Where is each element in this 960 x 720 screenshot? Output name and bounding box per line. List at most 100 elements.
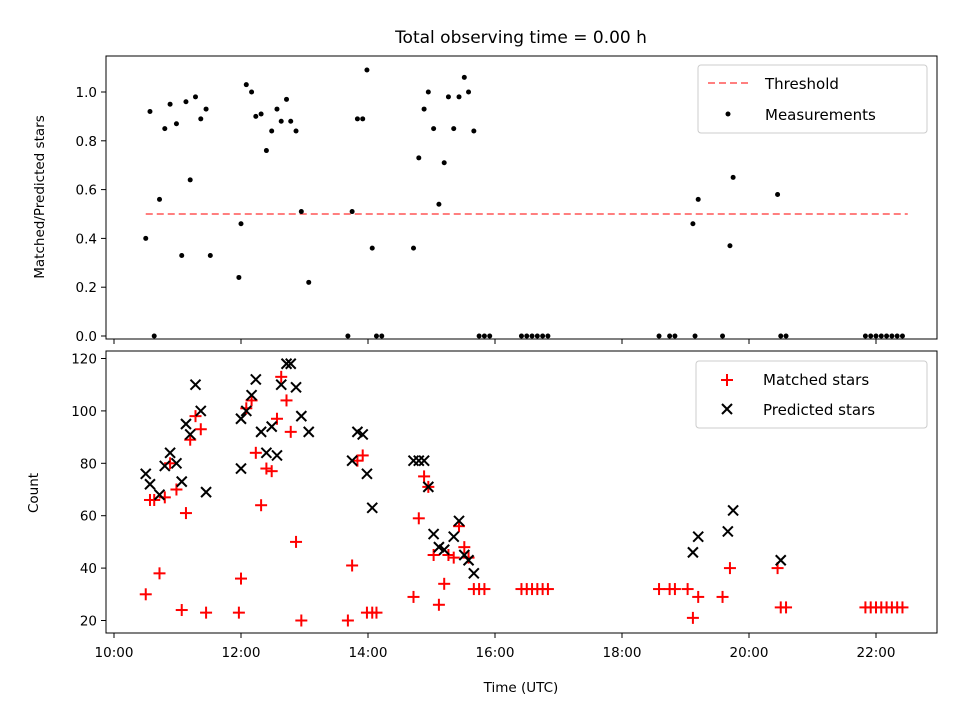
measurement-point <box>476 333 482 339</box>
measurement-point <box>147 109 153 115</box>
predicted-point-b <box>427 528 440 540</box>
measurement-point <box>162 126 168 132</box>
predicted-point <box>687 546 699 559</box>
measurement-point <box>157 196 163 202</box>
predicted-point-b <box>250 373 262 386</box>
measurement-point <box>778 333 784 339</box>
bottom-y-tick-label: 60 <box>80 509 97 525</box>
measurement-point <box>524 333 530 339</box>
matched-point <box>179 507 192 520</box>
predicted-point <box>727 504 739 517</box>
measurement-point <box>173 121 179 127</box>
legend-matched-label: Matched stars <box>763 371 869 389</box>
measurement-point <box>868 333 874 339</box>
predicted-point <box>200 486 212 498</box>
predicted-point <box>418 454 430 467</box>
predicted-point <box>189 378 202 391</box>
measurement-point <box>183 99 189 105</box>
predicted-point-b <box>418 454 430 467</box>
predicted-point <box>144 478 156 490</box>
predicted-point-b <box>271 449 283 462</box>
top-plot-frame <box>105 55 938 340</box>
bottom-panel: Count Time (UTC) 20 40 60 80 100 120 10:00 12:0… <box>26 350 938 696</box>
measurement-point <box>692 333 698 339</box>
matched-point <box>780 601 793 614</box>
matched-point <box>170 483 183 496</box>
measurement-point <box>884 333 890 339</box>
measurement-point <box>263 148 269 154</box>
matched-point <box>235 572 247 585</box>
top-ticks: 0.0 0.2 0.4 0.6 0.8 1.0 <box>76 85 877 345</box>
matched-point <box>275 370 288 383</box>
matched-point <box>370 606 383 619</box>
predicted-point-b <box>346 454 358 467</box>
matched-point <box>723 562 736 575</box>
legend-measurements-swatch <box>725 111 731 117</box>
predicted-point <box>240 405 252 417</box>
matched-point <box>447 551 460 564</box>
matched-point <box>653 583 666 596</box>
measurement-point <box>274 106 280 112</box>
predicted-point <box>722 525 734 538</box>
predicted-point <box>692 530 704 543</box>
measurement-point <box>293 128 299 134</box>
measurement-point <box>238 221 244 227</box>
predicted-point-b <box>265 420 278 433</box>
measurement-point <box>236 274 242 280</box>
measurement-point <box>278 118 284 124</box>
predicted-point <box>164 447 176 459</box>
measurement-point <box>425 89 431 95</box>
top-y-tick-label: 1.0 <box>76 85 97 101</box>
measurement-point <box>269 128 275 134</box>
measurement-point <box>441 160 447 166</box>
top-y-tick-label: 0.8 <box>76 134 97 150</box>
predicted-point <box>260 447 273 459</box>
matched-point <box>189 410 202 423</box>
matched-point <box>692 590 705 603</box>
predicted-point <box>357 428 369 441</box>
measurement-point <box>667 333 673 339</box>
bottom-legend: Matched stars Predicted stars <box>695 360 928 429</box>
top-y-tick-label: 0.0 <box>76 329 97 345</box>
predicted-point-b <box>366 502 378 514</box>
measurement-point <box>431 126 437 132</box>
matched-point <box>438 577 451 590</box>
predicted-point-b <box>775 554 787 566</box>
measurement-point <box>878 333 884 339</box>
matched-point <box>194 423 207 436</box>
measurement-point <box>207 252 213 258</box>
bottom-legend-box <box>695 360 928 429</box>
predicted-point-b <box>361 468 373 480</box>
x-tick-label: 10:00 <box>95 645 134 661</box>
predicted-point-b <box>176 475 188 488</box>
predicted-point <box>184 428 196 441</box>
matched-point <box>295 614 308 627</box>
predicted-point-b <box>351 426 364 438</box>
measurement-point <box>873 333 879 339</box>
matched-point <box>716 590 729 603</box>
predicted-point <box>346 454 358 467</box>
predicted-point <box>366 502 378 514</box>
measurement-point <box>445 94 451 100</box>
matched-point <box>356 449 369 462</box>
matched-point <box>681 583 694 596</box>
predicted-point <box>468 567 480 580</box>
predicted-point <box>361 468 373 480</box>
measurement-point <box>466 89 472 95</box>
predicted-point-b <box>727 504 739 517</box>
measurement-point <box>187 177 193 183</box>
measurement-point <box>373 333 379 339</box>
predicted-point-b <box>140 468 152 480</box>
top-y-tick-label: 0.2 <box>76 280 97 296</box>
predicted-point-b <box>164 447 176 459</box>
top-panel: Total observing time = 0.00 h Matched/Pr… <box>32 28 938 345</box>
matched-point <box>541 583 554 596</box>
predicted-point <box>235 413 247 425</box>
predicted-point <box>422 481 435 493</box>
predicted-point-b <box>195 405 207 417</box>
top-y-tick-label: 0.4 <box>76 231 97 247</box>
predicted-point-b <box>433 541 445 553</box>
measurement-point <box>284 96 290 102</box>
bottom-plot-frame <box>105 350 938 634</box>
x-tick-label: 16:00 <box>476 645 515 661</box>
